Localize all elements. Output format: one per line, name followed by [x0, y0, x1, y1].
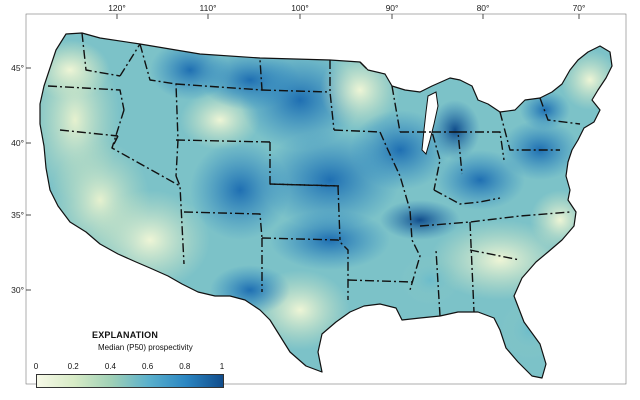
- state-border: [400, 131, 441, 191]
- state-border: [539, 97, 581, 125]
- lake-michigan: [421, 91, 439, 155]
- state-border: [347, 279, 413, 283]
- state-border: [175, 139, 271, 143]
- state-border: [47, 85, 125, 111]
- longitude-label: 70°: [573, 3, 586, 13]
- state-border: [379, 131, 421, 291]
- map-frame: [25, 13, 627, 385]
- latitude-label: 35°: [11, 210, 24, 220]
- state-border: [391, 85, 401, 133]
- state-border: [81, 32, 121, 77]
- legend-scale-label: 0.6: [142, 362, 154, 371]
- state-border: [433, 189, 501, 205]
- state-border: [469, 221, 475, 313]
- state-border: [499, 111, 560, 151]
- longitude-label: 90°: [386, 3, 399, 13]
- state-boundaries: [47, 32, 581, 317]
- longitude-ticks: 120° 110° 100° 90° 80° 70°: [108, 3, 585, 19]
- legend-subtitle: Median (P50) prospectivity: [98, 343, 193, 352]
- state-border: [261, 237, 349, 300]
- legend-title: EXPLANATION: [92, 330, 159, 340]
- latitude-label: 45°: [11, 63, 24, 73]
- state-border: [175, 175, 185, 265]
- prospectivity-raster: [40, 33, 612, 378]
- state-border: [183, 211, 263, 239]
- legend-scale-label: 0.4: [104, 362, 116, 371]
- state-border: [435, 249, 441, 317]
- state-border: [119, 43, 141, 77]
- coastline-path: [39, 32, 613, 379]
- us-coastline: [39, 32, 613, 379]
- legend-color-ramp: [36, 374, 224, 388]
- legend-scale-label: 0.2: [67, 362, 79, 371]
- latitude-label: 30°: [11, 285, 24, 295]
- longitude-label: 80°: [477, 3, 490, 13]
- state-border: [419, 211, 571, 227]
- state-border: [333, 129, 381, 133]
- state-border: [261, 89, 331, 93]
- legend-scale-label: 0: [33, 362, 39, 371]
- latitude-ticks: 45° 40° 35° 30°: [11, 63, 31, 295]
- state-border: [458, 131, 505, 161]
- state-border: [359, 61, 369, 71]
- state-border: [59, 129, 119, 137]
- longitude-label: 100°: [291, 3, 309, 13]
- state-border: [469, 249, 521, 261]
- state-border: [269, 183, 341, 241]
- longitude-label: 110°: [200, 3, 217, 13]
- longitude-label: 120°: [108, 3, 126, 13]
- legend-scale-label: 1: [219, 362, 225, 371]
- latitude-label: 40°: [11, 138, 24, 148]
- legend-scale-labels: 0 0.2 0.4 0.6 0.8 1: [30, 362, 230, 373]
- state-border: [329, 60, 335, 131]
- state-border: [111, 135, 119, 149]
- legend-scale-label: 0.8: [179, 362, 191, 371]
